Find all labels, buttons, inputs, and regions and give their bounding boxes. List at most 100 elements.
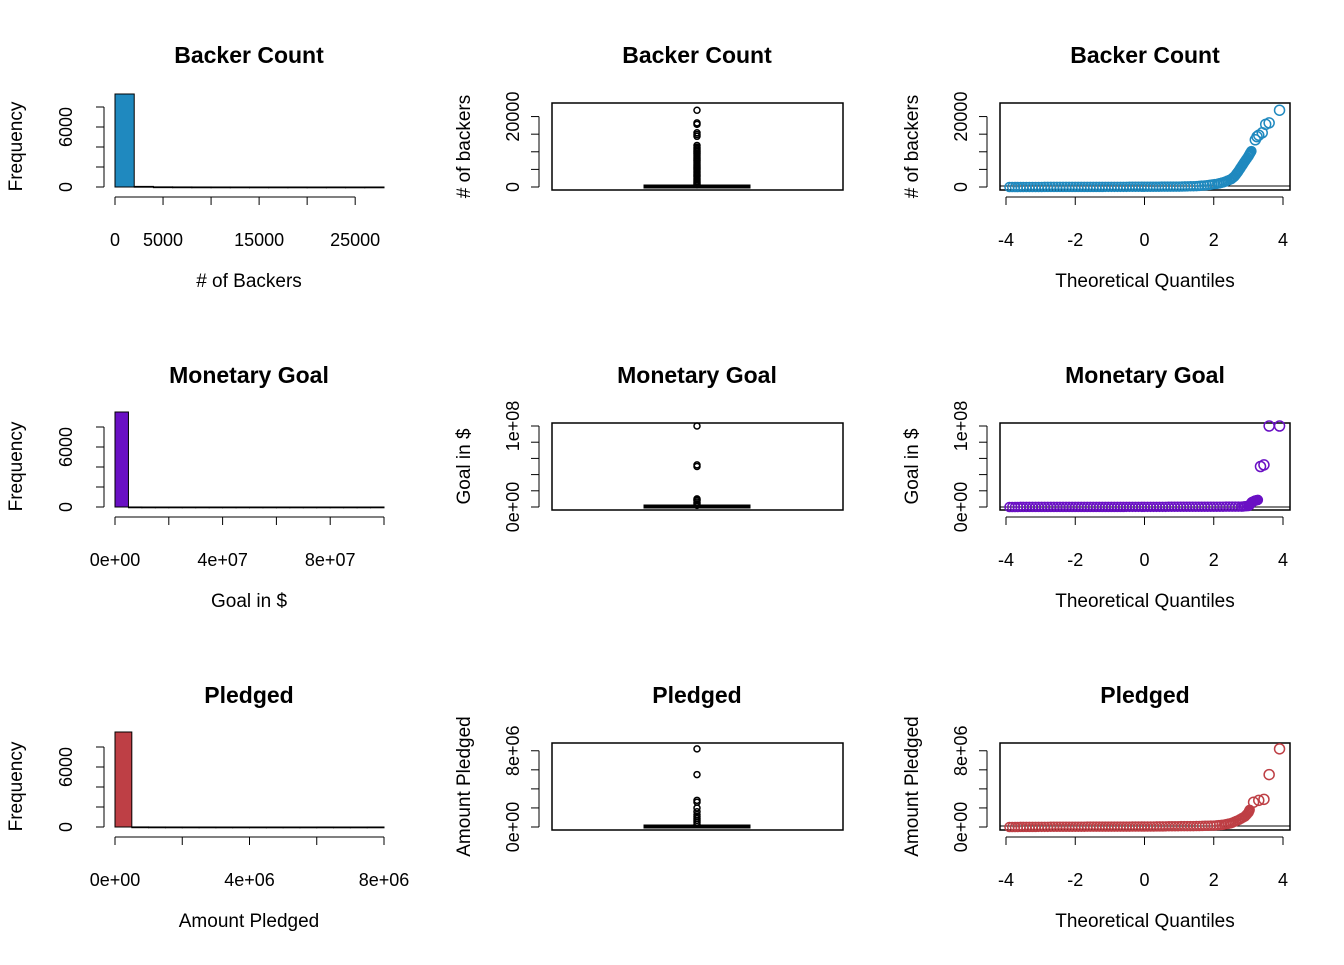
y-tick-label: 1e+08 xyxy=(503,401,523,452)
y-tick-label: 0 xyxy=(56,502,76,512)
histogram-bar xyxy=(366,826,385,829)
qq-point xyxy=(1273,420,1286,432)
y-tick-label: 20000 xyxy=(503,92,523,142)
x-tick-label: -4 xyxy=(998,230,1014,250)
x-tick-label: 4 xyxy=(1278,870,1288,890)
y-axis-label: Frequency xyxy=(6,421,27,511)
outlier-point xyxy=(693,120,701,129)
qqplot-panel: Backer Count -4 -2 0 2 4 Theoretical Quantiles… xyxy=(902,42,1291,292)
x-tick-label: -4 xyxy=(998,550,1014,570)
qq-point xyxy=(1205,820,1217,831)
outlier-point xyxy=(693,501,701,510)
qq-point xyxy=(1263,768,1275,781)
histogram-bar xyxy=(370,506,385,509)
boxplot-title: Backer Count xyxy=(622,42,772,68)
x-tick-label: 0 xyxy=(1139,550,1149,570)
x-tick-label: 0e+00 xyxy=(90,870,141,890)
y-tick-label: 0 xyxy=(56,822,76,832)
qq-point xyxy=(1258,459,1270,471)
x-axis-label: Theoretical Quantiles xyxy=(1055,911,1235,932)
histogram-bar xyxy=(249,186,270,189)
x-tick-label: 4e+07 xyxy=(197,550,248,570)
histogram-bar xyxy=(168,506,183,509)
x-axis-label: Amount Pledged xyxy=(179,911,320,932)
y-axis-label: Goal in $ xyxy=(454,428,475,504)
x-tick-label: 2 xyxy=(1209,230,1219,250)
histogram-bar xyxy=(268,186,289,189)
qq-point xyxy=(1263,117,1275,129)
outlier-point xyxy=(693,106,701,114)
y-axis-label: Frequency xyxy=(6,101,27,191)
histogram-title: Pledged xyxy=(204,682,293,708)
histogram-bar xyxy=(210,186,231,189)
histogram-bar xyxy=(164,826,183,829)
histogram-bar xyxy=(249,826,267,829)
qq-point xyxy=(1273,104,1286,116)
histogram-bar xyxy=(181,506,197,509)
y-axis-label: Frequency xyxy=(6,741,27,831)
histogram-bar xyxy=(349,826,368,829)
y-tick-label: 0 xyxy=(503,182,523,192)
histogram-bar xyxy=(364,186,385,189)
qqplot-panel: Monetary Goal -4 -2 0 2 4 Theoretical Quantile… xyxy=(902,362,1291,612)
histogram-bar xyxy=(198,826,217,829)
histogram-bar xyxy=(127,506,143,509)
boxplot-title: Monetary Goal xyxy=(617,362,777,388)
y-tick-label: 6000 xyxy=(56,107,76,147)
boxplot-panel: Backer Count 0 20000 # of backers xyxy=(454,42,844,199)
histogram-bar xyxy=(131,826,150,829)
outlier-point xyxy=(693,820,701,828)
histogram-bar xyxy=(302,506,318,509)
histogram-bar xyxy=(289,506,304,509)
histogram-bar xyxy=(229,186,251,189)
x-tick-label: 5000 xyxy=(143,230,183,250)
x-tick-label: 8e+07 xyxy=(305,550,356,570)
outlier-point xyxy=(693,181,701,189)
histogram-bar xyxy=(262,506,277,509)
histogram-bar xyxy=(306,186,327,189)
y-axis-label: # of backers xyxy=(454,95,475,199)
boxplot-panel: Monetary Goal 0e+00 1e+08 Goal in $ xyxy=(454,362,844,532)
y-tick-label: 6000 xyxy=(56,747,76,787)
histogram-bar xyxy=(333,826,351,829)
histogram-bar xyxy=(141,506,156,509)
outlier-point xyxy=(693,132,701,141)
y-tick-label: 0 xyxy=(951,182,971,192)
histogram-bar xyxy=(154,506,170,509)
histogram-panel: Pledged 0e+00 4e+06 8e+06 Amount Pledged 0 600… xyxy=(6,682,409,932)
y-tick-label: 8e+06 xyxy=(951,725,971,776)
x-tick-label: 0 xyxy=(1139,870,1149,890)
qq-point xyxy=(1253,794,1265,807)
x-tick-label: 0 xyxy=(1139,230,1149,250)
histogram-bar xyxy=(172,186,193,189)
x-tick-label: 0e+00 xyxy=(90,550,141,570)
qqplot-title: Pledged xyxy=(1100,682,1189,708)
outlier-point xyxy=(693,770,701,779)
histogram-bar xyxy=(343,506,358,509)
histogram-bar xyxy=(114,411,129,508)
histogram-bar xyxy=(133,185,154,188)
plot-frame xyxy=(551,102,844,191)
histogram-panel: Monetary Goal 0e+00 4e+07 8e+07 Goal in $ 0 60… xyxy=(6,362,385,612)
histogram-bar xyxy=(208,506,224,509)
x-tick-label: 15000 xyxy=(234,230,284,250)
histogram-title: Monetary Goal xyxy=(169,362,329,388)
qq-point xyxy=(1273,743,1286,755)
y-tick-label: 0 xyxy=(56,182,76,192)
outlier-point xyxy=(693,422,701,430)
plot-frame xyxy=(999,102,1291,191)
x-axis-label: Goal in $ xyxy=(211,591,287,612)
x-tick-label: -2 xyxy=(1067,550,1083,570)
histogram-bar xyxy=(152,186,174,189)
x-tick-label: -2 xyxy=(1067,870,1083,890)
x-tick-label: 4 xyxy=(1278,230,1288,250)
boxplot-title: Pledged xyxy=(652,682,741,708)
histogram-bar xyxy=(114,731,133,828)
x-tick-label: 4e+06 xyxy=(224,870,275,890)
histogram-bar xyxy=(249,506,264,509)
x-tick-label: 4 xyxy=(1278,550,1288,570)
histogram-bar xyxy=(316,506,331,509)
y-tick-label: 0e+00 xyxy=(503,802,523,853)
histogram-bar xyxy=(215,826,234,829)
